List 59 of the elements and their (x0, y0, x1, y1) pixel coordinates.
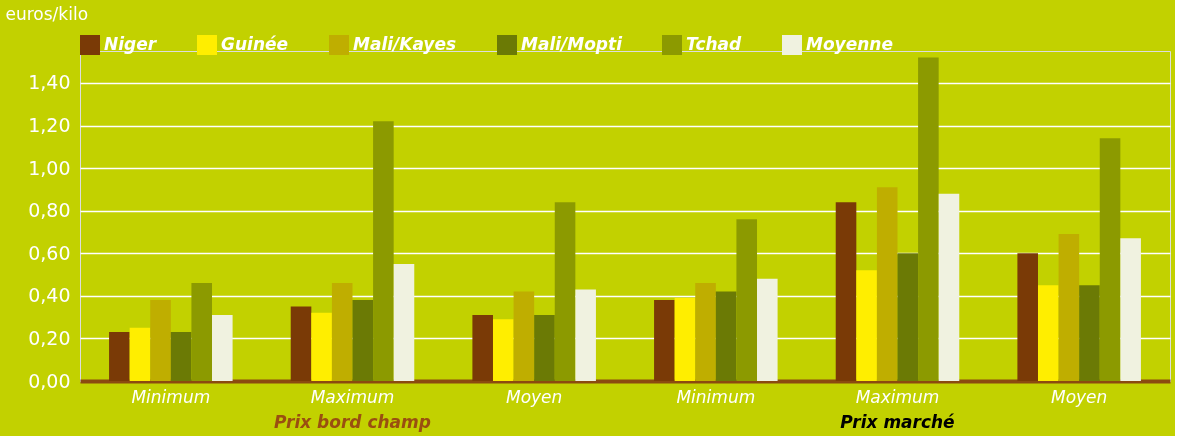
bar (1120, 238, 1141, 381)
legend-label: Niger (104, 34, 158, 54)
bar (373, 121, 394, 381)
bar (472, 315, 493, 381)
legend-label: Moyenne (806, 34, 893, 54)
bar (1037, 285, 1059, 381)
legend-label: Mali/Mopti (521, 34, 624, 54)
bar (290, 306, 312, 381)
y-tick-label: 0,80 (28, 199, 71, 222)
bar (212, 315, 233, 381)
bar (554, 202, 576, 381)
bar (856, 270, 877, 381)
legend-label: Guinée (221, 34, 289, 54)
bar (1058, 234, 1080, 381)
bar (876, 187, 898, 381)
bar (311, 312, 332, 381)
bar (897, 253, 919, 381)
bar (492, 319, 514, 381)
bar (918, 57, 939, 381)
bar (534, 315, 555, 381)
bar (674, 297, 696, 381)
bar (654, 300, 675, 381)
y-tick-label: 0,20 (28, 326, 71, 349)
bar (938, 193, 960, 381)
bar (695, 283, 716, 381)
y-tick-label: 1,40 (28, 71, 71, 94)
y-tick-label: 1,00 (28, 156, 71, 179)
text: Prix marché (840, 412, 956, 432)
bar (191, 283, 213, 381)
bar (575, 289, 596, 381)
x-tick-label: Moyen (505, 386, 563, 407)
bar (109, 332, 130, 381)
text: Prix bord champ (274, 412, 431, 432)
bar (715, 291, 737, 381)
bar (170, 332, 192, 381)
bar (150, 300, 171, 381)
bar (835, 202, 857, 381)
bar (736, 219, 758, 381)
y-tick-label: 0,00 (28, 369, 71, 392)
bar (1099, 138, 1121, 381)
bar (331, 283, 353, 381)
y-tick-label: 0,60 (28, 241, 71, 264)
bar (513, 291, 535, 381)
bar (1079, 285, 1100, 381)
bar (1017, 253, 1038, 381)
x-tick-label: Moyen (1050, 386, 1108, 407)
y-tick-label: 0,40 (28, 284, 71, 307)
bar (393, 263, 415, 381)
x-tick-label: Maximum (310, 386, 395, 407)
x-tick-label: Minimum (131, 386, 211, 407)
y-tick-label: 1,20 (28, 114, 71, 137)
legend-label: Tchad (686, 34, 743, 54)
x-tick-label: Minimum (676, 386, 756, 407)
y-axis-title: euros/kilo (5, 3, 89, 24)
bar (129, 327, 151, 381)
x-tick-label: Maximum (855, 386, 940, 407)
legend-label: Mali/Kayes (353, 34, 457, 54)
bar (352, 300, 374, 381)
bar (757, 278, 778, 381)
